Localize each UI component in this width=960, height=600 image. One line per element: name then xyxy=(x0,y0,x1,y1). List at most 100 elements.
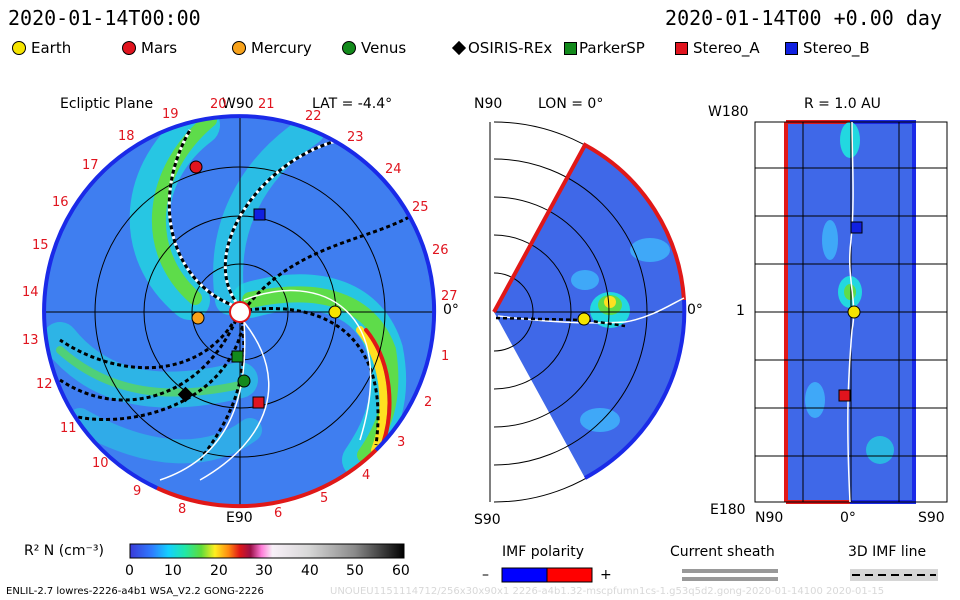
venus-marker-icon xyxy=(342,41,356,55)
mars-marker-icon xyxy=(122,41,136,55)
colorbar-label: R² N (cm⁻³) xyxy=(24,543,104,559)
header-right-time: 2020-01-14T00 +0.00 day xyxy=(665,6,942,30)
sector-label: 18 xyxy=(118,129,135,144)
colorbar-tick: 60 xyxy=(392,563,410,579)
ecliptic-right-label: 0° xyxy=(443,302,459,318)
sector-label: 4 xyxy=(362,468,371,483)
legend-label: Earth xyxy=(31,39,72,57)
stereo-b-marker-icon xyxy=(785,41,798,55)
legend-label: Stereo_A xyxy=(693,39,760,57)
imf-line-title: 3D IMF line xyxy=(848,544,927,560)
ecliptic-top-label: W90 xyxy=(222,96,254,112)
parker-marker-icon xyxy=(231,350,244,363)
ecliptic-plane-plot xyxy=(42,114,437,509)
parker-marker-icon xyxy=(564,41,577,55)
imf-negative-swatch xyxy=(501,567,548,583)
imf-plus-label: + xyxy=(600,567,612,583)
sector-label: 1 xyxy=(441,349,450,364)
stereo-a-marker-icon xyxy=(838,389,851,402)
radial-title: R = 1.0 AU xyxy=(804,96,881,112)
radial-x-label: 0° xyxy=(840,510,856,526)
meridional-right-label: 0° xyxy=(687,302,703,318)
legend-mars: Mars xyxy=(122,39,177,57)
sector-label: 24 xyxy=(385,162,402,177)
colorbar-tick: 30 xyxy=(255,563,273,579)
sector-label: 2 xyxy=(424,395,433,410)
sector-label: 12 xyxy=(36,377,53,392)
sector-label: 13 xyxy=(22,333,39,348)
radial-mid-label: 1 xyxy=(736,303,745,319)
stereo-a-marker-icon xyxy=(675,41,688,55)
legend-label: Mars xyxy=(141,39,178,57)
imf-polarity-title: IMF polarity xyxy=(502,544,585,560)
mars-marker-icon xyxy=(189,160,203,174)
earth-marker-icon xyxy=(577,312,591,326)
radial-x-label: S90 xyxy=(918,510,945,526)
radial-x-label: N90 xyxy=(755,510,784,526)
meridional-lon: LON = 0° xyxy=(538,96,604,112)
legend-label: ParkerSP xyxy=(579,39,645,57)
sector-label: 19 xyxy=(162,107,179,122)
legend-label: Stereo_B xyxy=(803,39,870,57)
current-sheath-swatch xyxy=(682,569,778,581)
mercury-marker-icon xyxy=(232,41,246,55)
sector-label: 23 xyxy=(347,130,364,145)
meridional-top-label: N90 xyxy=(474,96,503,112)
footer-right: UNOUEU1151114712/256x30x90x1 2226-a4b1.3… xyxy=(330,586,885,597)
sector-label: 6 xyxy=(274,506,283,521)
legend-label: Venus xyxy=(361,39,407,57)
sector-label: 3 xyxy=(397,435,406,450)
sector-label: 17 xyxy=(82,158,99,173)
venus-marker-icon xyxy=(237,374,251,388)
earth-marker-icon xyxy=(328,305,342,319)
sector-label: 8 xyxy=(178,502,187,517)
imf-minus-label: – xyxy=(482,567,489,583)
ecliptic-lat: LAT = -4.4° xyxy=(312,96,393,112)
current-sheath-title: Current sheath xyxy=(670,544,775,560)
meridional-bottom-label: S90 xyxy=(474,512,501,528)
sector-label: 20 xyxy=(210,97,227,112)
earth-marker-icon xyxy=(847,305,861,319)
sector-label: 16 xyxy=(52,195,69,210)
colorbar-tick: 40 xyxy=(301,563,319,579)
colorbar-tick: 0 xyxy=(125,563,134,579)
sector-label: 14 xyxy=(22,285,39,300)
sector-label: 25 xyxy=(412,200,429,215)
imf-line-swatch xyxy=(850,569,938,581)
mercury-marker-icon xyxy=(191,311,205,325)
header-left-time: 2020-01-14T00:00 xyxy=(8,6,201,30)
sector-label: 21 xyxy=(258,97,275,112)
sector-label: 9 xyxy=(133,484,142,499)
sector-label: 11 xyxy=(60,421,77,436)
legend-label: OSIRIS-REx xyxy=(468,39,553,57)
radial-bottom-left: E180 xyxy=(710,502,746,518)
density-colorbar xyxy=(129,543,405,559)
earth-marker-icon xyxy=(12,41,26,55)
sector-label: 15 xyxy=(32,238,49,253)
meridional-plot xyxy=(489,121,687,503)
legend-osiris: OSIRIS-REx xyxy=(451,39,553,57)
sector-label: 10 xyxy=(92,456,109,471)
legend-mercury: Mercury xyxy=(232,39,312,57)
imf-positive-swatch xyxy=(546,567,593,583)
legend-parker: ParkerSP xyxy=(564,39,645,57)
sector-label: 26 xyxy=(432,243,449,258)
sector-label: 22 xyxy=(305,109,322,124)
sector-label: 5 xyxy=(320,491,329,506)
radial-top-label: W180 xyxy=(708,104,749,120)
stereo-a-marker-icon xyxy=(252,396,265,409)
legend-stereo-a: Stereo_A xyxy=(675,39,760,57)
colorbar-tick: 10 xyxy=(164,563,182,579)
ecliptic-bottom-label: E90 xyxy=(226,510,253,526)
colorbar-tick: 50 xyxy=(346,563,364,579)
colorbar-tick: 20 xyxy=(210,563,228,579)
sector-label: 27 xyxy=(441,289,458,304)
legend-venus: Venus xyxy=(342,39,406,57)
footer-left: ENLIL-2.7 lowres-2226-a4b1 WSA_V2.2 GONG… xyxy=(6,586,264,597)
radial-plot xyxy=(754,120,948,504)
ecliptic-title: Ecliptic Plane xyxy=(60,96,154,112)
legend-stereo-b: Stereo_B xyxy=(785,39,870,57)
osiris-marker-icon xyxy=(177,386,194,403)
stereo-b-marker-icon xyxy=(850,221,863,234)
